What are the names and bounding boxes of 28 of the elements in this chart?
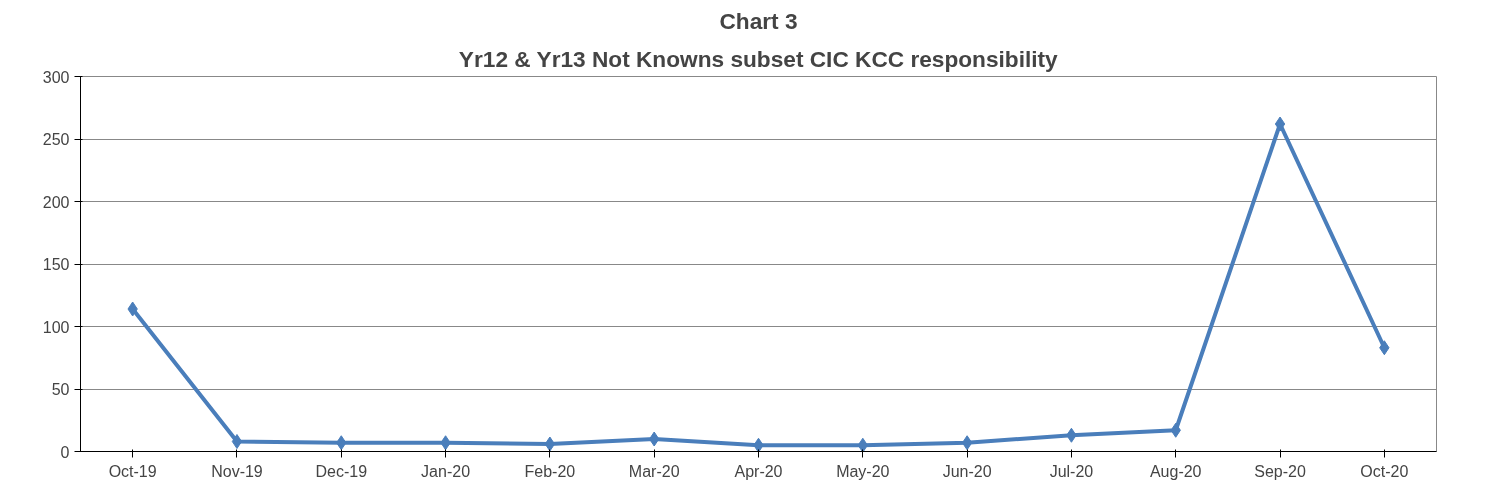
x-tick-label: Jun-20 (942, 462, 992, 480)
x-tick-label: Sep-20 (1254, 462, 1306, 480)
x-tick-label: Aug-20 (1149, 462, 1202, 480)
point (231, 434, 243, 449)
x-tick-label: Dec-19 (315, 462, 368, 480)
x-tick-label: Oct-20 (1360, 462, 1409, 480)
point (857, 437, 868, 452)
x-tick-label: Feb-20 (524, 462, 576, 480)
x-tick-label: Apr-20 (734, 462, 783, 480)
point (753, 437, 764, 452)
point (1274, 116, 1286, 132)
point (544, 436, 556, 452)
x-tick-label: Jul-20 (1049, 462, 1094, 480)
x-tick-label: Jan-20 (421, 462, 471, 480)
chart-title: Chart 3 (719, 7, 798, 34)
y-tick-label: 200 (42, 193, 70, 211)
x-tick-label: Nov-19 (211, 462, 263, 480)
y-tick-label: 0 (60, 443, 70, 461)
y-tick-label: 300 (42, 68, 70, 86)
y-tick-label: 150 (42, 256, 70, 273)
y-tick-label: 50 (51, 381, 70, 398)
x-tick-label: Oct-19 (108, 462, 157, 480)
chart-subtitle: Yr12 & Yr13 Not Knowns subset CIC KCC responsibility (458, 45, 1059, 72)
x-tick-label: May-20 (836, 462, 890, 480)
y-tick-label: 250 (42, 131, 70, 148)
x-tick-label: Mar-20 (628, 462, 680, 480)
point (961, 435, 973, 451)
y-tick-label: 100 (42, 318, 70, 336)
